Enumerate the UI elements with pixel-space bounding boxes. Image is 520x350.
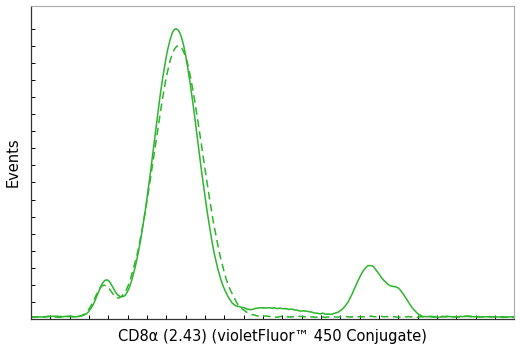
X-axis label: CD8α (2.43) (violetFluor™ 450 Conjugate): CD8α (2.43) (violetFluor™ 450 Conjugate): [118, 329, 427, 344]
Y-axis label: Events: Events: [6, 138, 21, 187]
